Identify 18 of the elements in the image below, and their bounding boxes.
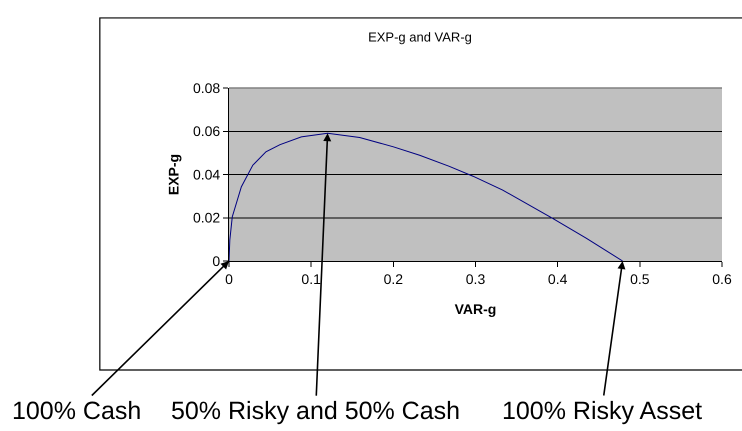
x-tick-label: 0.3 xyxy=(466,270,486,287)
annotation: 50% Risky and 50% Cash xyxy=(171,397,460,425)
y-tick-label: 0 xyxy=(212,252,220,269)
x-axis-title: VAR-g xyxy=(454,301,496,318)
chart-title: EXP-g and VAR-g xyxy=(368,30,472,45)
annotation: 100% Cash xyxy=(12,397,142,425)
x-tick-label: 0.1 xyxy=(301,270,322,287)
x-tick-label: 0 xyxy=(225,270,234,287)
x-tick-label: 0.4 xyxy=(548,270,568,287)
y-axis-title: EXP-g xyxy=(166,154,182,196)
y-tick-label: 0.06 xyxy=(192,123,220,140)
y-tick-label: 0.02 xyxy=(192,210,220,226)
y-tick-label: 0.04 xyxy=(192,166,220,182)
y-tick-label: 0.08 xyxy=(192,80,220,96)
annotation: 100% Risky Asset xyxy=(502,397,702,425)
x-tick-label: 0.5 xyxy=(630,270,650,287)
x-tick-label: 0.6 xyxy=(712,270,732,287)
x-tick-label: 0.2 xyxy=(384,270,404,287)
